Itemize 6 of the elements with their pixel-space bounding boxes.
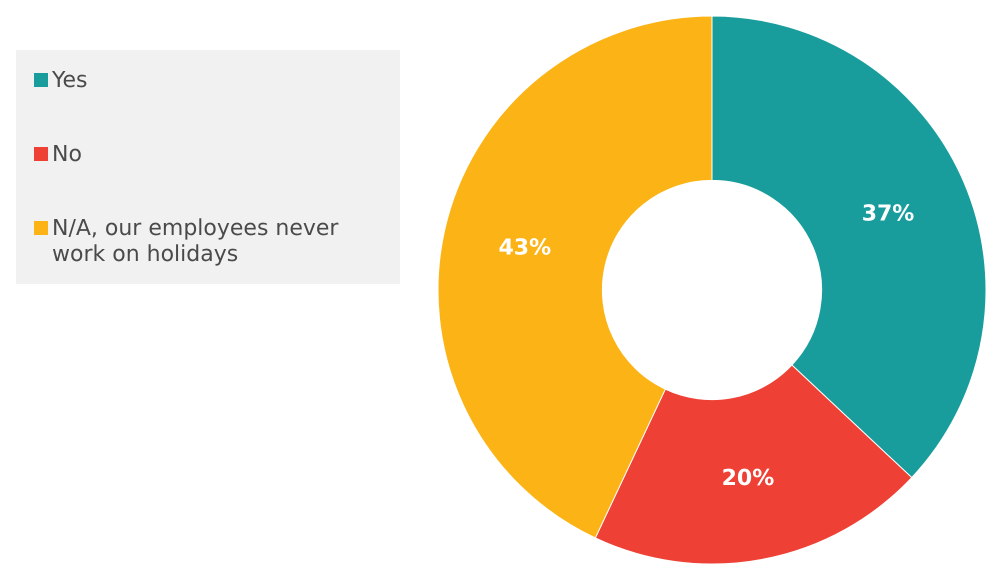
data-label: 37% (862, 201, 914, 226)
legend-label: N/A, our employees never work on holidays (52, 216, 340, 266)
data-label: 20% (722, 466, 774, 491)
data-label: 43% (498, 236, 552, 261)
legend-label: No (52, 142, 82, 166)
legend-label: Yes (51, 68, 88, 92)
